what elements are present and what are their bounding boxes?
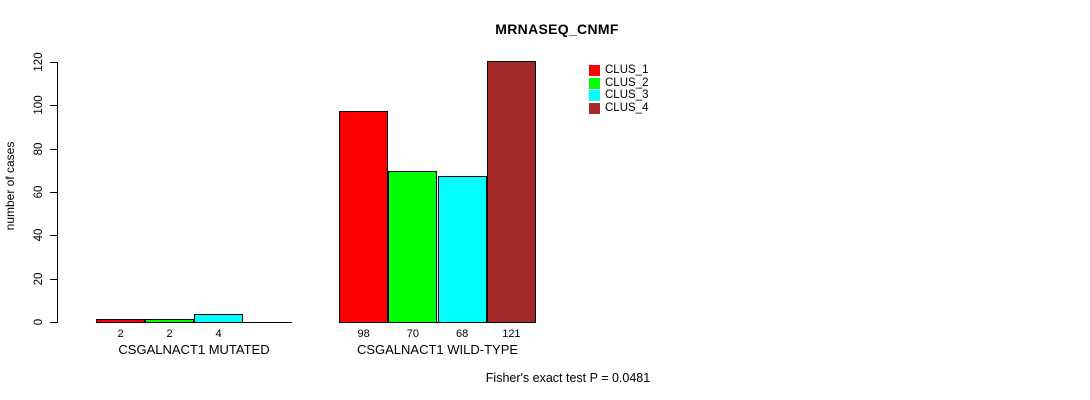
y-tick-label: 80 [33, 142, 45, 156]
y-axis-line [57, 62, 58, 323]
y-tick-mark [50, 192, 57, 193]
x-group-label: CSGALNACT1 WILD-TYPE [356, 342, 519, 357]
legend-swatch-clus_2 [589, 78, 600, 89]
bar-value-label: 68 [456, 328, 469, 340]
bar-clus_4 [487, 61, 536, 323]
y-tick-mark [50, 62, 57, 63]
bar-value-label: 70 [406, 328, 419, 340]
y-tick-mark [50, 149, 57, 150]
bar-value-label: 2 [117, 328, 124, 340]
bar-clus_2 [145, 319, 194, 323]
legend-swatch-clus_4 [589, 103, 600, 114]
y-tick-label: 60 [33, 185, 45, 199]
y-tick-label: 40 [33, 228, 45, 242]
legend-item-label: CLUS_4 [605, 102, 649, 114]
x-group-label: CSGALNACT1 MUTATED [118, 342, 270, 357]
y-tick-label: 100 [33, 95, 45, 115]
y-tick-label: 20 [33, 272, 45, 286]
y-tick-mark [50, 279, 57, 280]
legend-item-label: CLUS_1 [605, 64, 649, 76]
bar-clus_1 [339, 111, 388, 323]
y-tick-label: 120 [33, 52, 45, 72]
chart-title: MRNASEQ_CNMF [495, 21, 619, 37]
legend-item-label: CLUS_2 [605, 77, 649, 89]
bar-clus_3 [438, 176, 487, 323]
y-tick-mark [50, 322, 57, 323]
bar-value-label: 2 [166, 328, 173, 340]
bar-clus_1 [96, 319, 145, 323]
y-tick-mark [50, 105, 57, 106]
bar-value-label: 98 [357, 328, 370, 340]
legend-swatch-clus_1 [589, 65, 600, 76]
y-axis-label: number of cases [3, 141, 17, 231]
fisher-test-note: Fisher's exact test P = 0.0481 [485, 371, 651, 385]
legend-swatch-clus_3 [589, 90, 600, 101]
bar-clus_2 [388, 171, 437, 323]
y-tick-mark [50, 235, 57, 236]
bar-clus_3 [194, 314, 243, 323]
y-tick-label: 0 [33, 318, 45, 326]
legend-item-label: CLUS_3 [605, 89, 649, 101]
x-baseline [339, 322, 536, 323]
bar-value-label: 4 [215, 328, 222, 340]
bar-value-label: 121 [502, 328, 521, 340]
